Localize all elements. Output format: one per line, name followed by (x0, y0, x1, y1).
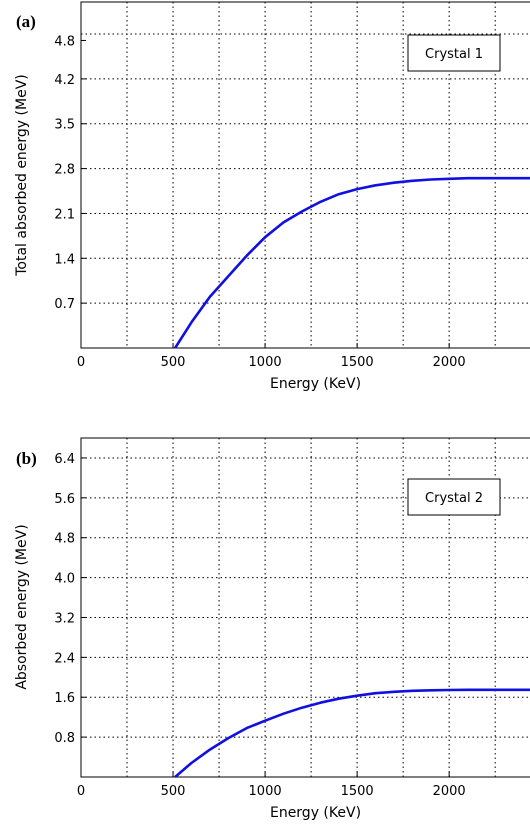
panel-label: (a) (16, 12, 36, 31)
y-axis-label: Absorbed energy (MeV) (14, 524, 30, 689)
x-tick-label: 2000 (433, 355, 466, 370)
legend-box (407, 478, 501, 516)
legend-label: Crystal 1 (425, 47, 483, 62)
y-tick-label: 0.7 (54, 297, 75, 312)
x-tick-label: 0 (77, 355, 85, 370)
y-tick-label: 1.6 (54, 691, 75, 706)
y-tick-label: 2.1 (54, 207, 75, 222)
x-tick-label: 0 (77, 784, 85, 799)
x-tick-label: 1500 (341, 784, 374, 799)
x-tick-label: 500 (161, 784, 186, 799)
plot-frame (80, 437, 530, 778)
x-tick-label: 2000 (433, 784, 466, 799)
legend-label: Crystal 2 (425, 491, 483, 506)
y-tick-label: 4.8 (54, 34, 75, 49)
y-tick-label: 4.2 (54, 73, 75, 88)
y-tick-label: 4.0 (54, 572, 75, 587)
y-tick-label: 4.8 (54, 532, 75, 547)
y-tick-label: 5.6 (54, 492, 75, 507)
chart-panel-b: 0 500 1000 1500 2000 0.8 1.6 2.4 3.2 4.0 4.8 5.6 6.4… (14, 437, 530, 821)
x-tick-label: 1500 (341, 355, 374, 370)
y-tick-label: 0.8 (54, 731, 75, 746)
series-line (174, 176, 530, 349)
y-tick-label: 1.4 (54, 252, 75, 267)
x-tick-label: 1000 (249, 355, 282, 370)
legend-box (407, 34, 501, 72)
x-tick-label: 1000 (249, 784, 282, 799)
y-tick-label: 6.4 (54, 452, 75, 467)
x-axis-label: Energy (KeV) (270, 376, 361, 392)
x-axis-label: Energy (KeV) (270, 805, 361, 821)
y-tick-label: 3.5 (54, 118, 75, 133)
panel-label: (b) (16, 449, 37, 468)
y-axis-label: Total absorbed energy (MeV) (14, 74, 30, 277)
y-tick-label: 3.2 (54, 611, 75, 626)
plot-frame (80, 1, 530, 349)
series-line (174, 688, 530, 778)
x-tick-label: 500 (161, 355, 186, 370)
y-tick-label: 2.8 (54, 163, 75, 178)
chart-panel-a: 0 500 1000 1500 2000 0.7 1.4 2.1 2.8 3.5 4.2 4.8 Cry… (14, 1, 530, 392)
y-tick-label: 2.4 (54, 651, 75, 666)
